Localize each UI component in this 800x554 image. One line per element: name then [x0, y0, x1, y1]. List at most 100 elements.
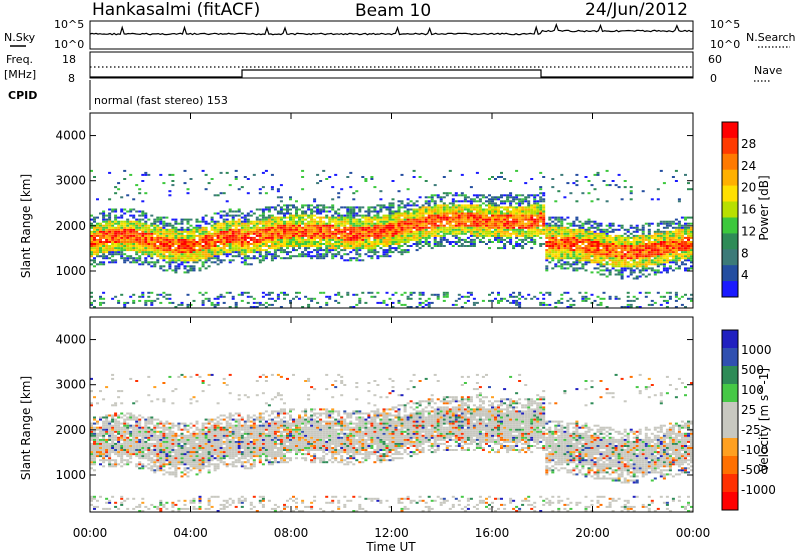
heatmap-cell [494, 212, 497, 215]
heatmap-cell [524, 236, 528, 239]
heatmap-cell [460, 218, 464, 221]
heatmap-cell [379, 220, 383, 223]
heatmap-cell [346, 241, 350, 243]
heatmap-cell [530, 216, 534, 219]
heatmap-cell [150, 243, 154, 245]
heatmap-cell [210, 218, 214, 221]
heatmap-cell [183, 261, 187, 264]
heatmap-cell [249, 236, 253, 239]
heatmap-cell [430, 196, 434, 199]
heatmap-cell [647, 267, 651, 270]
heatmap-cell [382, 253, 386, 256]
heatmap-cell [680, 261, 684, 264]
heatmap-cell [319, 238, 323, 241]
heatmap-cell [433, 222, 437, 225]
heatmap-cell [563, 291, 567, 294]
heatmap-cell [599, 297, 603, 300]
heatmap-cell [551, 253, 555, 256]
heatmap-cell [234, 232, 238, 235]
heatmap-cell [509, 220, 513, 223]
heatmap-cell [334, 234, 338, 237]
heatmap-cell [328, 295, 332, 298]
heatmap-cell [671, 238, 675, 241]
heatmap-cell [90, 226, 93, 229]
heatmap-cell [267, 291, 271, 294]
heatmap-cell [240, 234, 244, 237]
heatmap-cell [240, 228, 244, 231]
heatmap-cell [653, 236, 657, 239]
heatmap-cell [379, 232, 383, 235]
heatmap-cell [569, 251, 573, 254]
heatmap-cell [255, 245, 259, 247]
heatmap-cell [424, 299, 428, 302]
heatmap-cell [668, 243, 672, 245]
heatmap-cell [355, 206, 359, 209]
heatmap-cell [316, 249, 320, 252]
heatmap-cell [687, 259, 690, 262]
heatmap-cell [231, 234, 235, 237]
heatmap-cell [412, 236, 416, 239]
heatmap-cell [93, 495, 96, 498]
heatmap-cell [500, 241, 503, 243]
heatmap-cell [430, 247, 434, 250]
heatmap-cell [608, 269, 612, 272]
heatmap-cell [382, 218, 386, 221]
heatmap-cell [90, 497, 93, 500]
heatmap-cell [334, 241, 338, 243]
heatmap-cell [144, 236, 148, 239]
heatmap-cell [662, 259, 666, 262]
heatmap-cell [436, 226, 440, 229]
heatmap-cell [509, 224, 513, 227]
heatmap-cell [545, 249, 549, 252]
heatmap-cell [623, 241, 627, 243]
heatmap-cell [352, 241, 356, 243]
heatmap-cell [276, 220, 280, 223]
heatmap-cell [198, 259, 202, 262]
heatmap-cell [298, 230, 301, 233]
heatmap-cell [159, 228, 163, 231]
heatmap-cell [515, 232, 519, 235]
heatmap-cell [512, 230, 516, 233]
heatmap-cell [93, 251, 96, 254]
heatmap-cell [261, 291, 265, 294]
heatmap-cell [472, 226, 476, 229]
heatmap-cell [674, 236, 678, 239]
heatmap-cell [463, 214, 467, 217]
heatmap-cell [355, 230, 359, 233]
heatmap-cell [352, 206, 356, 209]
heatmap-cell [478, 210, 482, 213]
heatmap-cell [186, 220, 190, 223]
heatmap-cell [270, 214, 274, 217]
heatmap-cell [388, 243, 392, 245]
heatmap-cell [524, 182, 528, 185]
heatmap-cell [442, 216, 446, 219]
heatmap-cell [512, 210, 516, 213]
heatmap-cell [267, 251, 271, 254]
heatmap-cell [626, 241, 630, 243]
heatmap-cell [108, 230, 112, 233]
heatmap-cell [283, 226, 286, 229]
heatmap-cell [662, 257, 666, 260]
heatmap-cell [171, 238, 175, 241]
heatmap-cell [466, 220, 470, 223]
heatmap-cell [397, 251, 401, 254]
heatmap-cell [117, 182, 121, 185]
heatmap-cell [512, 212, 516, 215]
heatmap-cell [177, 247, 181, 250]
heatmap-cell [623, 265, 627, 268]
heatmap-cell [638, 269, 642, 272]
heatmap-cell [539, 204, 543, 207]
heatmap-cell [539, 224, 543, 227]
heatmap-cell [373, 249, 377, 252]
heatmap-cell [412, 238, 416, 241]
heatmap-cell [457, 206, 461, 209]
heatmap-cell [620, 241, 624, 243]
heatmap-cell [132, 230, 136, 233]
heatmap-cell [237, 293, 241, 296]
heatmap-cell [96, 249, 99, 252]
heatmap-cell [165, 249, 169, 252]
heatmap-cell [566, 241, 570, 243]
heatmap-cell [264, 206, 268, 209]
heatmap-cell [111, 440, 115, 443]
heatmap-cell [602, 273, 606, 276]
